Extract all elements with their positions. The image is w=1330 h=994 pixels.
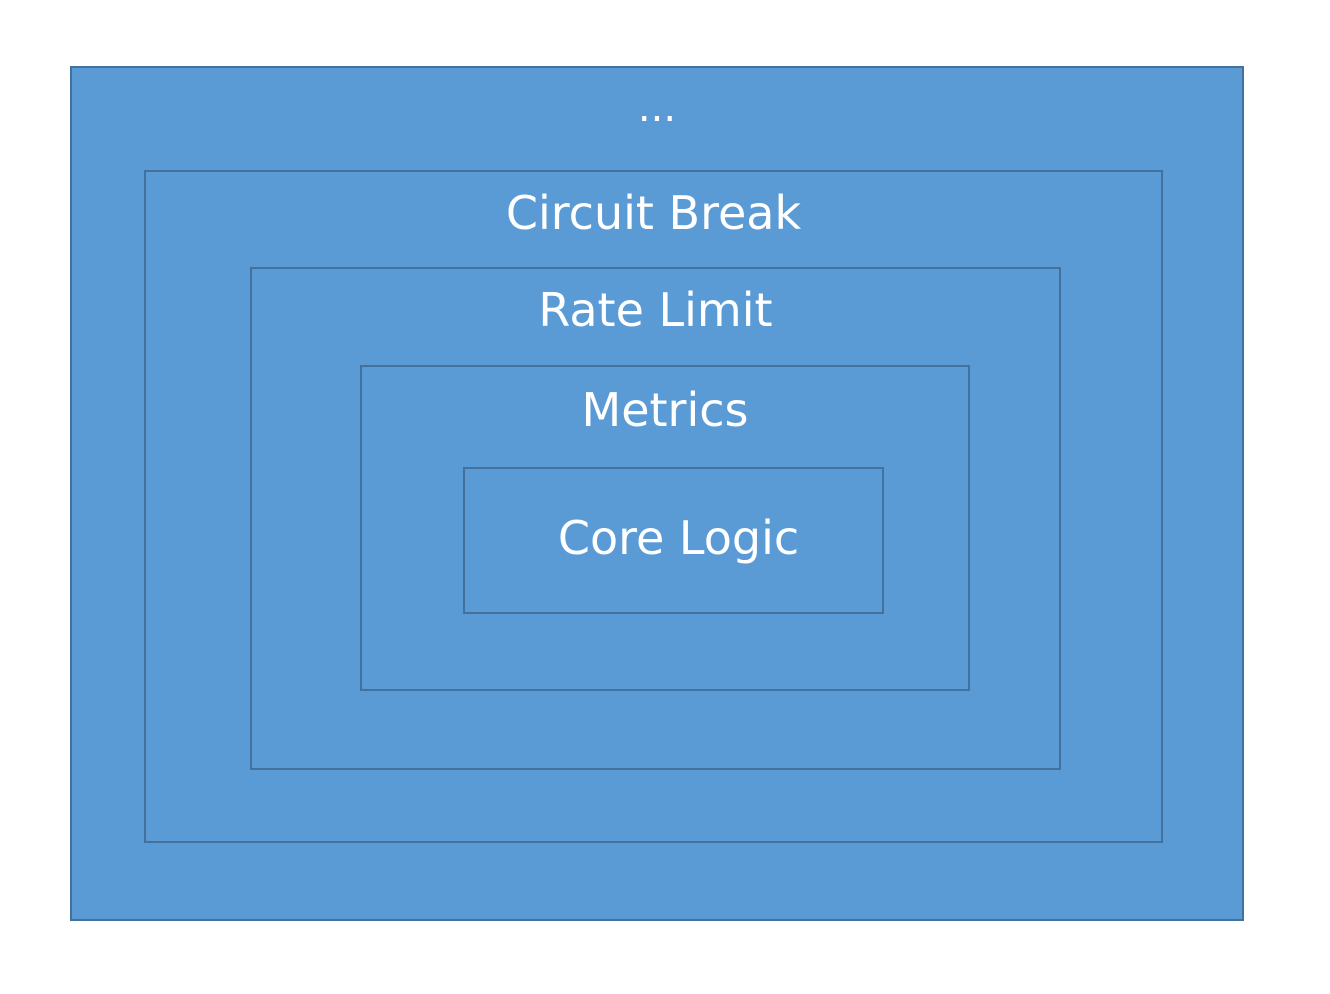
- metrics-label: Metrics: [581, 383, 749, 437]
- rate-limit-label: Rate Limit: [538, 283, 773, 337]
- circuit-break-label: Circuit Break: [505, 186, 802, 240]
- outer-layer-label: ...: [637, 85, 677, 131]
- core-logic-label: Core Logic: [557, 511, 800, 565]
- core-logic-layer-box: Core Logic: [463, 467, 884, 614]
